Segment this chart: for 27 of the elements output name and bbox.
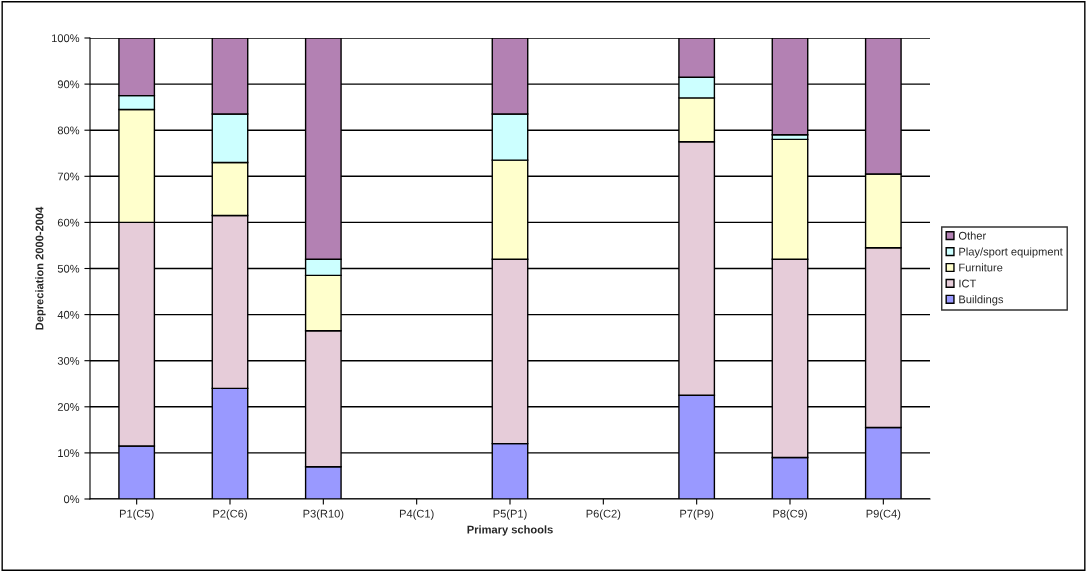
legend-label: Other [958,231,986,240]
x-tick-label: P8(C9) [773,509,807,520]
y-tick-label: 80% [57,126,80,135]
x-axis-title: Primary schools [467,525,553,536]
y-tick-label: 70% [57,172,80,181]
x-tick-label: P3(R10) [303,509,344,520]
legend-label: Furniture [959,263,1003,272]
x-tick-label: P5(P1) [493,509,527,520]
y-tick-label: 30% [57,356,80,365]
y-tick-label: 60% [57,218,80,227]
y-tick-label: 20% [57,403,80,411]
y-tick-label: 40% [57,310,80,319]
x-tick-label: P2(C6) [213,509,247,520]
x-tick-label: P6(C2) [586,509,621,520]
x-tick-label: P1(C5) [119,509,154,520]
legend-label: ICT [959,279,977,288]
x-tick-label: P4(C1) [399,509,434,520]
y-tick-label: 50% [57,264,80,273]
y-tick-label: 100% [52,34,80,43]
legend-label: Play/sport equipment [959,247,1063,258]
y-tick-label: 90% [57,80,80,89]
legend-label: Buildings [959,295,1004,306]
y-tick-label: 0% [63,495,80,504]
y-tick-label: 10% [58,449,80,458]
x-tick-label: P7(P9) [680,509,714,520]
y-axis-title: Depreciation 2000-2004 [35,206,46,330]
x-tick-label: P9(C4) [866,509,901,520]
